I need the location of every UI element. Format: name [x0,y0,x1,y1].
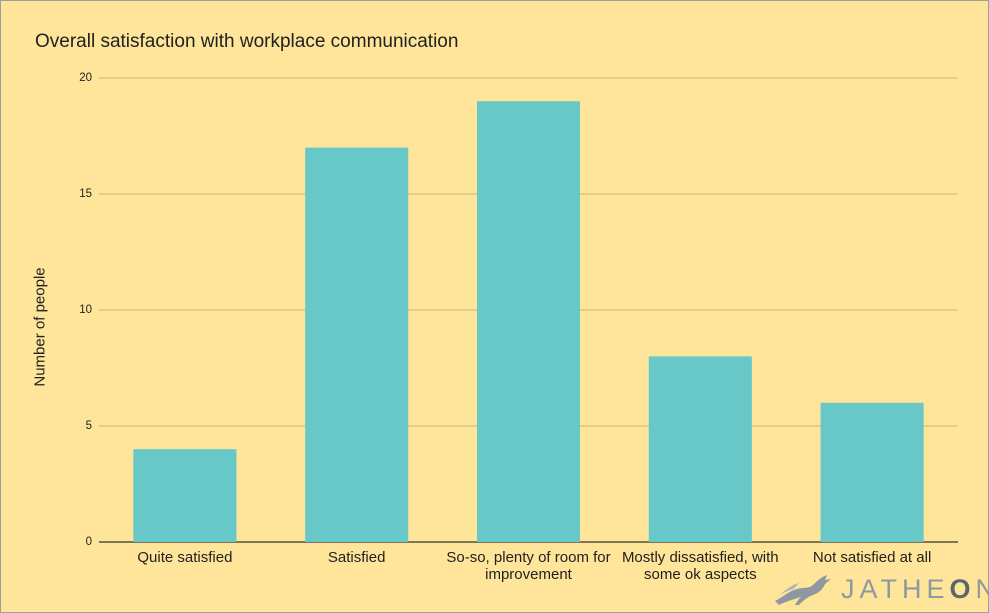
fox-logo-icon [775,575,831,605]
x-tick-label: Mostly dissatisfied, with some ok aspect… [621,549,779,583]
y-tick-label: 15 [79,188,92,200]
bar [820,402,924,542]
y-tick-label: 0 [85,536,92,548]
x-tick-label: Quite satisfied [137,549,233,566]
bar [133,449,237,542]
x-tick-label: Satisfied [327,549,386,566]
x-tick-label: So-so, plenty of room for improvement [446,549,611,583]
bar [476,101,581,542]
chart-title: Overall satisfaction with workplace comm… [35,31,459,52]
bar [305,147,409,542]
y-tick-label: 20 [79,72,92,84]
y-tick-label: 5 [85,420,92,432]
jatheon-watermark: JATHEON [773,571,989,607]
x-tick-label: Not satisfied at all [812,549,932,566]
y-tick-label: 10 [79,304,92,316]
bar [648,356,752,542]
watermark-text: JATHEON [841,573,989,604]
y-axis-label: Number of people [31,267,49,387]
